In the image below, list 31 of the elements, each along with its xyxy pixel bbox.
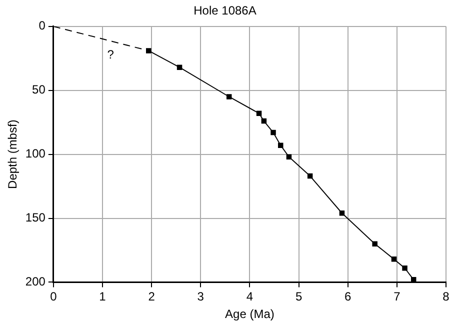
point [286,154,292,160]
y-axis-title: Depth (mbsf) [6,120,20,189]
chart-title: Hole 1086A [194,4,256,18]
point [372,241,378,246]
y-tick-label: 50 [32,82,46,97]
y-tick-label: 200 [25,274,46,289]
x-tick-label: 4 [246,290,254,304]
point [226,94,232,100]
x-tick-label: 6 [344,290,352,304]
y-tick-label: 100 [25,146,46,161]
annotation: ? [107,47,114,62]
point [270,130,276,136]
point [278,142,284,148]
y-tick-label: 150 [25,210,46,225]
x-tick-label: 2 [148,290,156,304]
x-tick-label: 8 [442,290,450,304]
x-axis-title: Age (Ma) [225,307,274,322]
x-tick-label: 7 [394,290,401,304]
x-tick-label: 5 [295,290,302,304]
x-tick-label: 3 [197,290,204,304]
x-tick-label: 0 [50,290,58,304]
point [261,118,267,124]
point [307,173,313,179]
point [339,210,345,216]
point [176,64,182,70]
point [391,256,397,262]
x-tick-label: 1 [99,290,106,304]
point [256,110,262,116]
point [146,48,152,54]
y-tick-label: 0 [38,18,46,33]
point [402,266,408,271]
